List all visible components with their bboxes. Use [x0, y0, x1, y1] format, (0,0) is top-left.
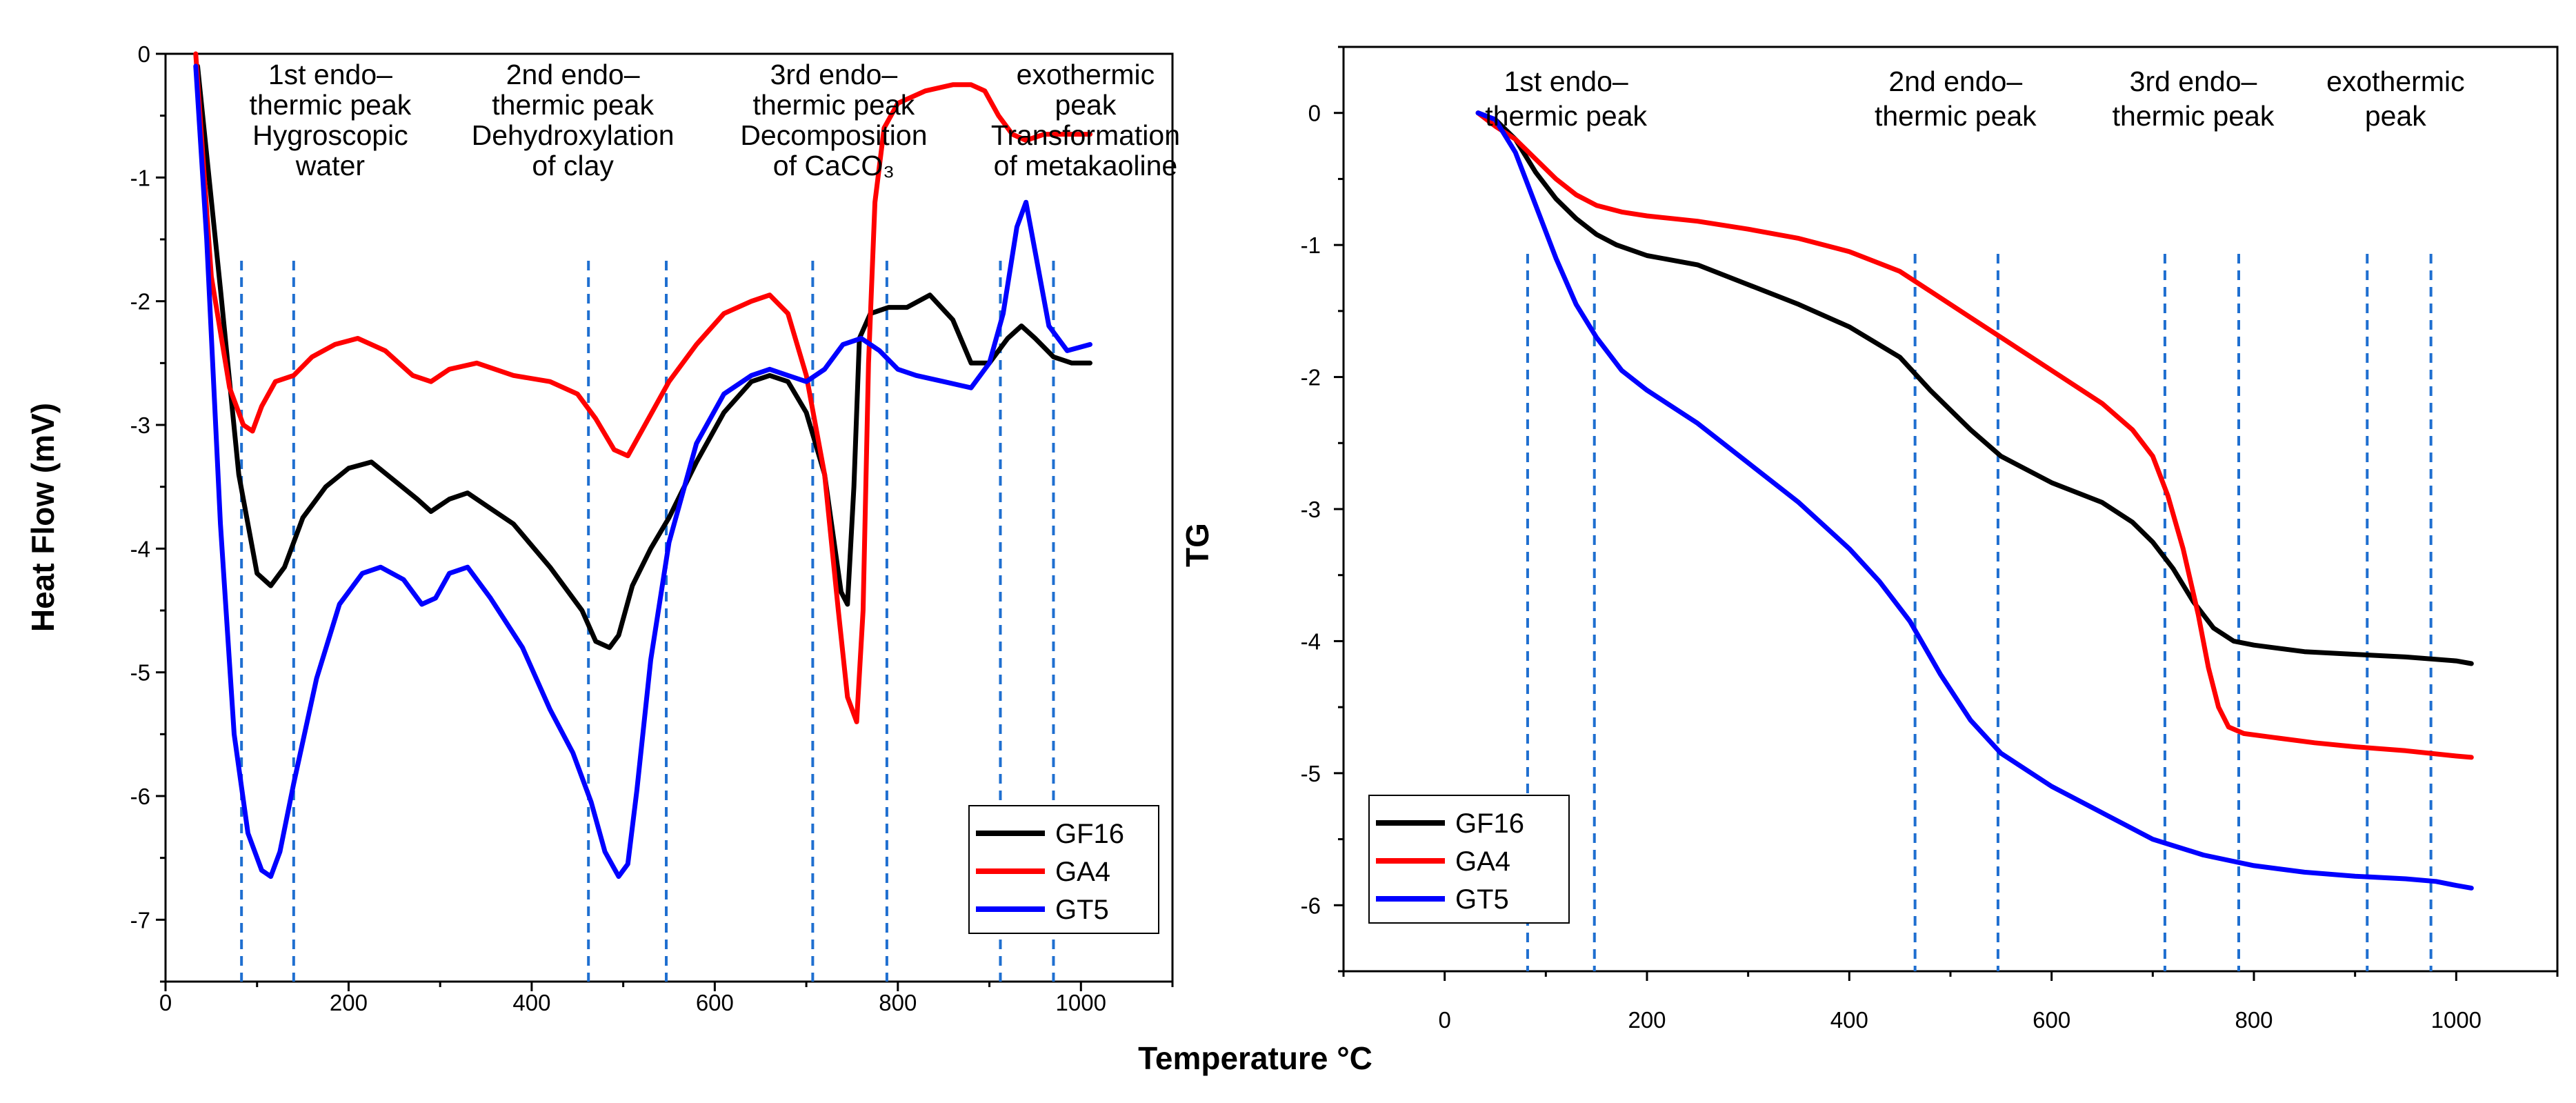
tg-annotation-line: thermic peak — [1875, 100, 2037, 132]
dta-annotation-line: Transformation — [991, 119, 1180, 151]
tg-x-tick-label: 400 — [1830, 1007, 1868, 1033]
tg-legend: GF16 GA4 GT5 — [1368, 795, 1570, 924]
dta-annotation-line: Decomposition — [740, 119, 927, 151]
tg-annotation-line: 1st endo– — [1504, 66, 1628, 97]
tg-y-tick-label: -6 — [1301, 893, 1321, 918]
tg-y-tick-label: -2 — [1301, 365, 1321, 390]
tg-x-tick-label: 0 — [1438, 1007, 1450, 1033]
tg-chart: 0 200 400 600 800 1000 0 -1 -2 -3 -4 -5 -6 1st endo–… — [1179, 46, 2559, 1033]
dta-annotation-line: exothermic — [1017, 59, 1155, 90]
tg-x-tick-label: 1000 — [2431, 1007, 2482, 1033]
tg-annotation-line: 3rd endo– — [2130, 66, 2257, 97]
dta-series-gf16 — [195, 63, 1092, 650]
tg-series-ga4 — [1475, 110, 2474, 760]
dta-legend: GF16 GA4 GT5 — [968, 805, 1159, 934]
tg-legend-label: GT5 — [1455, 884, 1509, 915]
tg-annotation-line: exothermic — [2326, 66, 2465, 97]
dta-y-tick-label: 0 — [138, 41, 150, 67]
dta-x-tick-label: 0 — [159, 990, 172, 1015]
dta-x-tick-label: 600 — [696, 990, 734, 1015]
dta-x-axis-label: Temperature °C — [1138, 1040, 1372, 1076]
tg-legend-label: GA4 — [1455, 846, 1510, 877]
dta-annotation-line: water — [295, 150, 365, 181]
dta-y-axis-label: Heat Flow (mV) — [25, 403, 61, 632]
dta-annotation-line: of metakaoline — [994, 150, 1178, 181]
dta-y-tick-label: -6 — [130, 784, 150, 809]
dta-legend-label: GT5 — [1055, 895, 1109, 925]
tg-ticks: 0 200 400 600 800 1000 0 -1 -2 -3 -4 -5 -6 — [1301, 46, 2559, 1033]
dta-y-tick-label: -7 — [130, 907, 150, 933]
dta-y-tick-label: -2 — [130, 289, 150, 315]
tg-y-tick-label: -5 — [1301, 761, 1321, 786]
tg-y-tick-label: -3 — [1301, 497, 1321, 522]
tg-y-axis-label: TG — [1179, 523, 1215, 567]
dta-plot-frame — [164, 52, 1174, 983]
tg-series-gf16 — [1475, 110, 2474, 666]
tg-x-tick-label: 600 — [2033, 1007, 2070, 1033]
tg-y-tick-label: -1 — [1301, 232, 1321, 258]
dta-annotation-line: thermic peak — [753, 89, 915, 121]
dta-y-tick-label: -3 — [130, 413, 150, 438]
dta-annotation-line: 1st endo– — [268, 59, 392, 90]
tg-legend-label: GF16 — [1455, 808, 1524, 839]
tg-x-tick-label: 800 — [2235, 1007, 2273, 1033]
dta-annotations: 1st endo–thermic peakHygroscopicwater2nd… — [250, 59, 1180, 181]
dta-legend-label: GF16 — [1055, 819, 1124, 849]
dta-annotation-line: 3rd endo– — [770, 59, 898, 90]
dta-series — [193, 51, 1092, 880]
tg-annotation-line: peak — [2365, 100, 2426, 132]
tg-y-tick-label: -4 — [1301, 628, 1321, 654]
dta-series-ga4 — [193, 51, 1092, 724]
tg-y-tick-label: 0 — [1308, 101, 1321, 126]
tg-annotation-line: thermic peak — [1485, 100, 1647, 132]
dta-ticks: 0 200 400 600 800 1000 0 -1 -2 -3 -4 -5 -6 -7 — [130, 41, 1174, 1015]
tg-annotation-line: thermic peak — [2113, 100, 2275, 132]
dta-x-tick-label: 800 — [879, 990, 917, 1015]
dta-y-tick-label: -4 — [130, 536, 150, 562]
tg-series-gt5 — [1475, 110, 2474, 891]
tg-series — [1475, 110, 2474, 891]
dta-annotation-line: Hygroscopic — [252, 119, 408, 151]
dta-y-tick-label: -5 — [130, 660, 150, 686]
dta-y-tick-label: -1 — [130, 165, 150, 190]
dta-annotation-line: of clay — [532, 150, 614, 181]
dta-x-tick-label: 400 — [512, 990, 550, 1015]
tg-x-tick-label: 200 — [1628, 1007, 1666, 1033]
dta-annotation-line: peak — [1055, 89, 1116, 121]
dta-legend-label: GA4 — [1055, 857, 1110, 887]
tg-annotation-line: 2nd endo– — [1888, 66, 2022, 97]
tg-guide-lines — [1526, 254, 2433, 971]
dta-annotation-line: thermic peak — [492, 89, 654, 121]
dta-annotation-line: Dehydroxylation — [472, 119, 675, 151]
dta-annotation-line: 2nd endo– — [506, 59, 640, 90]
dta-series-gt5 — [193, 63, 1092, 880]
dta-chart: 0 200 400 600 800 1000 0 -1 -2 -3 -4 -5 -6 -7 1st end… — [25, 41, 1372, 1076]
dta-x-tick-label: 200 — [330, 990, 368, 1015]
dta-annotation-line: of CaCO₃ — [773, 150, 895, 181]
dta-guide-lines — [240, 261, 1055, 982]
dta-annotation-line: thermic peak — [250, 89, 412, 121]
dta-x-tick-label: 1000 — [1056, 990, 1106, 1015]
